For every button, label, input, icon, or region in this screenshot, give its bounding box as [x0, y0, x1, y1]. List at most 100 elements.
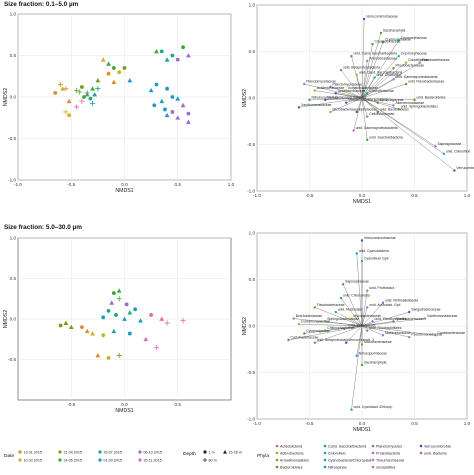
loading-arrow: [361, 62, 420, 99]
taxon-label: Verrucomicrob. 3: [348, 338, 374, 342]
legend-phyla-label: Actinobacteria: [280, 451, 304, 455]
site-point: [186, 53, 191, 58]
legend-depth-swatch: [203, 450, 207, 454]
taxon-label: Colwelliaceae: [408, 58, 429, 62]
taxon-label: unid. Cyanobact./Chlorop.: [354, 405, 393, 409]
site-point: [116, 288, 122, 293]
y-tick-label: 1.0: [249, 3, 256, 8]
taxon-label: Flavobacteriaceae: [317, 303, 345, 307]
site-point: [159, 98, 165, 104]
loading-arrow: [361, 32, 382, 99]
taxon-label: unid. Flavobacteriaceae: [408, 80, 444, 84]
loading-arrow: [346, 97, 363, 103]
legend-phyla-swatch: [275, 451, 279, 455]
loading-arrow: [361, 97, 368, 140]
taxon-label: Cytophagaceae: [380, 98, 404, 102]
site-point: [106, 355, 111, 360]
taxon-point: [423, 317, 427, 320]
legend-date-swatch: [58, 450, 62, 454]
legend-phyla-label: Thaumarchaeota: [376, 458, 405, 462]
site-point: [124, 302, 129, 307]
taxon-point: [324, 320, 327, 323]
x-tick-label: -1.0: [253, 193, 261, 198]
loading-arrow: [356, 325, 363, 356]
loading-arrow: [356, 97, 363, 113]
taxon-point: [341, 282, 345, 286]
y-tick-label: 0.5: [249, 49, 256, 54]
site-point: [101, 315, 106, 320]
loading-arrow: [361, 56, 399, 99]
taxon-point: [371, 42, 374, 46]
site-point: [163, 107, 167, 112]
site-point: [153, 344, 160, 350]
legend-phyla-swatch: [371, 458, 375, 462]
taxon-point: [339, 68, 343, 72]
taxon-point: [366, 59, 369, 62]
loading-arrow: [361, 97, 399, 110]
y-tick-label: 0.0: [10, 95, 17, 100]
site-point: [175, 57, 180, 62]
site-point: [109, 300, 115, 305]
taxon-label: Verrucomicrobia subdiv. 3: [348, 98, 387, 102]
site-point: [116, 296, 122, 302]
y-tick-label: 1.0: [249, 231, 256, 236]
legend-phyla-label: unclassified: [376, 465, 395, 469]
taxon-point: [366, 306, 369, 309]
x-axis-label: NMDS1: [115, 188, 133, 194]
legend-date-label: 13.01.2015: [24, 450, 42, 454]
legend-date-label: 21.04.2015: [64, 450, 82, 454]
taxon-label: Cyclobacteriaceae: [291, 335, 319, 339]
taxon-label: unid. Betaproteobacteria: [343, 66, 380, 70]
loading-arrow: [335, 311, 363, 327]
site-point: [80, 85, 84, 89]
site-point: [111, 291, 116, 295]
x-tick-label: 1.0: [228, 182, 235, 187]
site-point: [92, 92, 98, 97]
legend-phyla-swatch: [275, 444, 279, 448]
taxon-label: unid. Saccharibacteria: [369, 135, 403, 139]
legend-depth-label: 80 m: [209, 458, 217, 462]
taxon-point: [379, 31, 383, 35]
legend-depth-label: 1 m: [209, 450, 215, 454]
loading-arrow: [314, 325, 363, 343]
legend-phyla-swatch: [419, 451, 423, 455]
taxon-label: Flavobacteriaceae: [422, 58, 450, 62]
site-point: [63, 320, 69, 325]
legend-date-label: 25.11.2015: [144, 458, 162, 462]
taxon-label: unid. Betaproteobact.: [317, 338, 349, 342]
site-point: [53, 90, 58, 95]
taxon-label: Chloroflexaceae: [369, 89, 394, 93]
taxon-label: unid. Nostocales: [338, 308, 363, 312]
taxon-point: [352, 129, 355, 132]
taxon-point: [397, 107, 400, 111]
x-tick-label: 0.5: [411, 421, 418, 426]
loading-arrow: [361, 290, 368, 327]
taxon-label: Microbacteriaceae: [364, 340, 392, 344]
legend-phyla-swatch: [323, 465, 327, 469]
site-point: [84, 90, 90, 96]
loading-arrow: [361, 79, 394, 99]
taxon-point: [334, 92, 337, 95]
taxon-label: Opitutaceae: [359, 107, 377, 111]
site-point: [111, 328, 117, 334]
legend-date-swatch: [18, 450, 22, 454]
taxon-point: [345, 326, 348, 330]
legend-date-swatch: [58, 458, 62, 462]
taxon-point: [366, 329, 369, 332]
site-point: [73, 104, 80, 110]
site-point: [170, 53, 175, 58]
taxon-point: [303, 332, 306, 335]
legend-date-label: 29.07.2015: [104, 450, 122, 454]
taxon-label: Nitriliruptoraceae: [385, 331, 411, 335]
loading-arrow: [346, 325, 363, 343]
taxon-label: Microbacteriaceae: [333, 107, 361, 111]
legend-phyla-swatch: [371, 444, 375, 448]
legend-phyla-swatch: [323, 458, 327, 462]
taxon-label: Alteromonadaceae: [396, 101, 425, 105]
site-point: [154, 48, 159, 54]
site-point: [127, 331, 132, 336]
taxon-point: [339, 296, 343, 300]
taxon-point: [355, 73, 358, 76]
site-point: [165, 86, 170, 91]
site-point: [159, 316, 165, 321]
